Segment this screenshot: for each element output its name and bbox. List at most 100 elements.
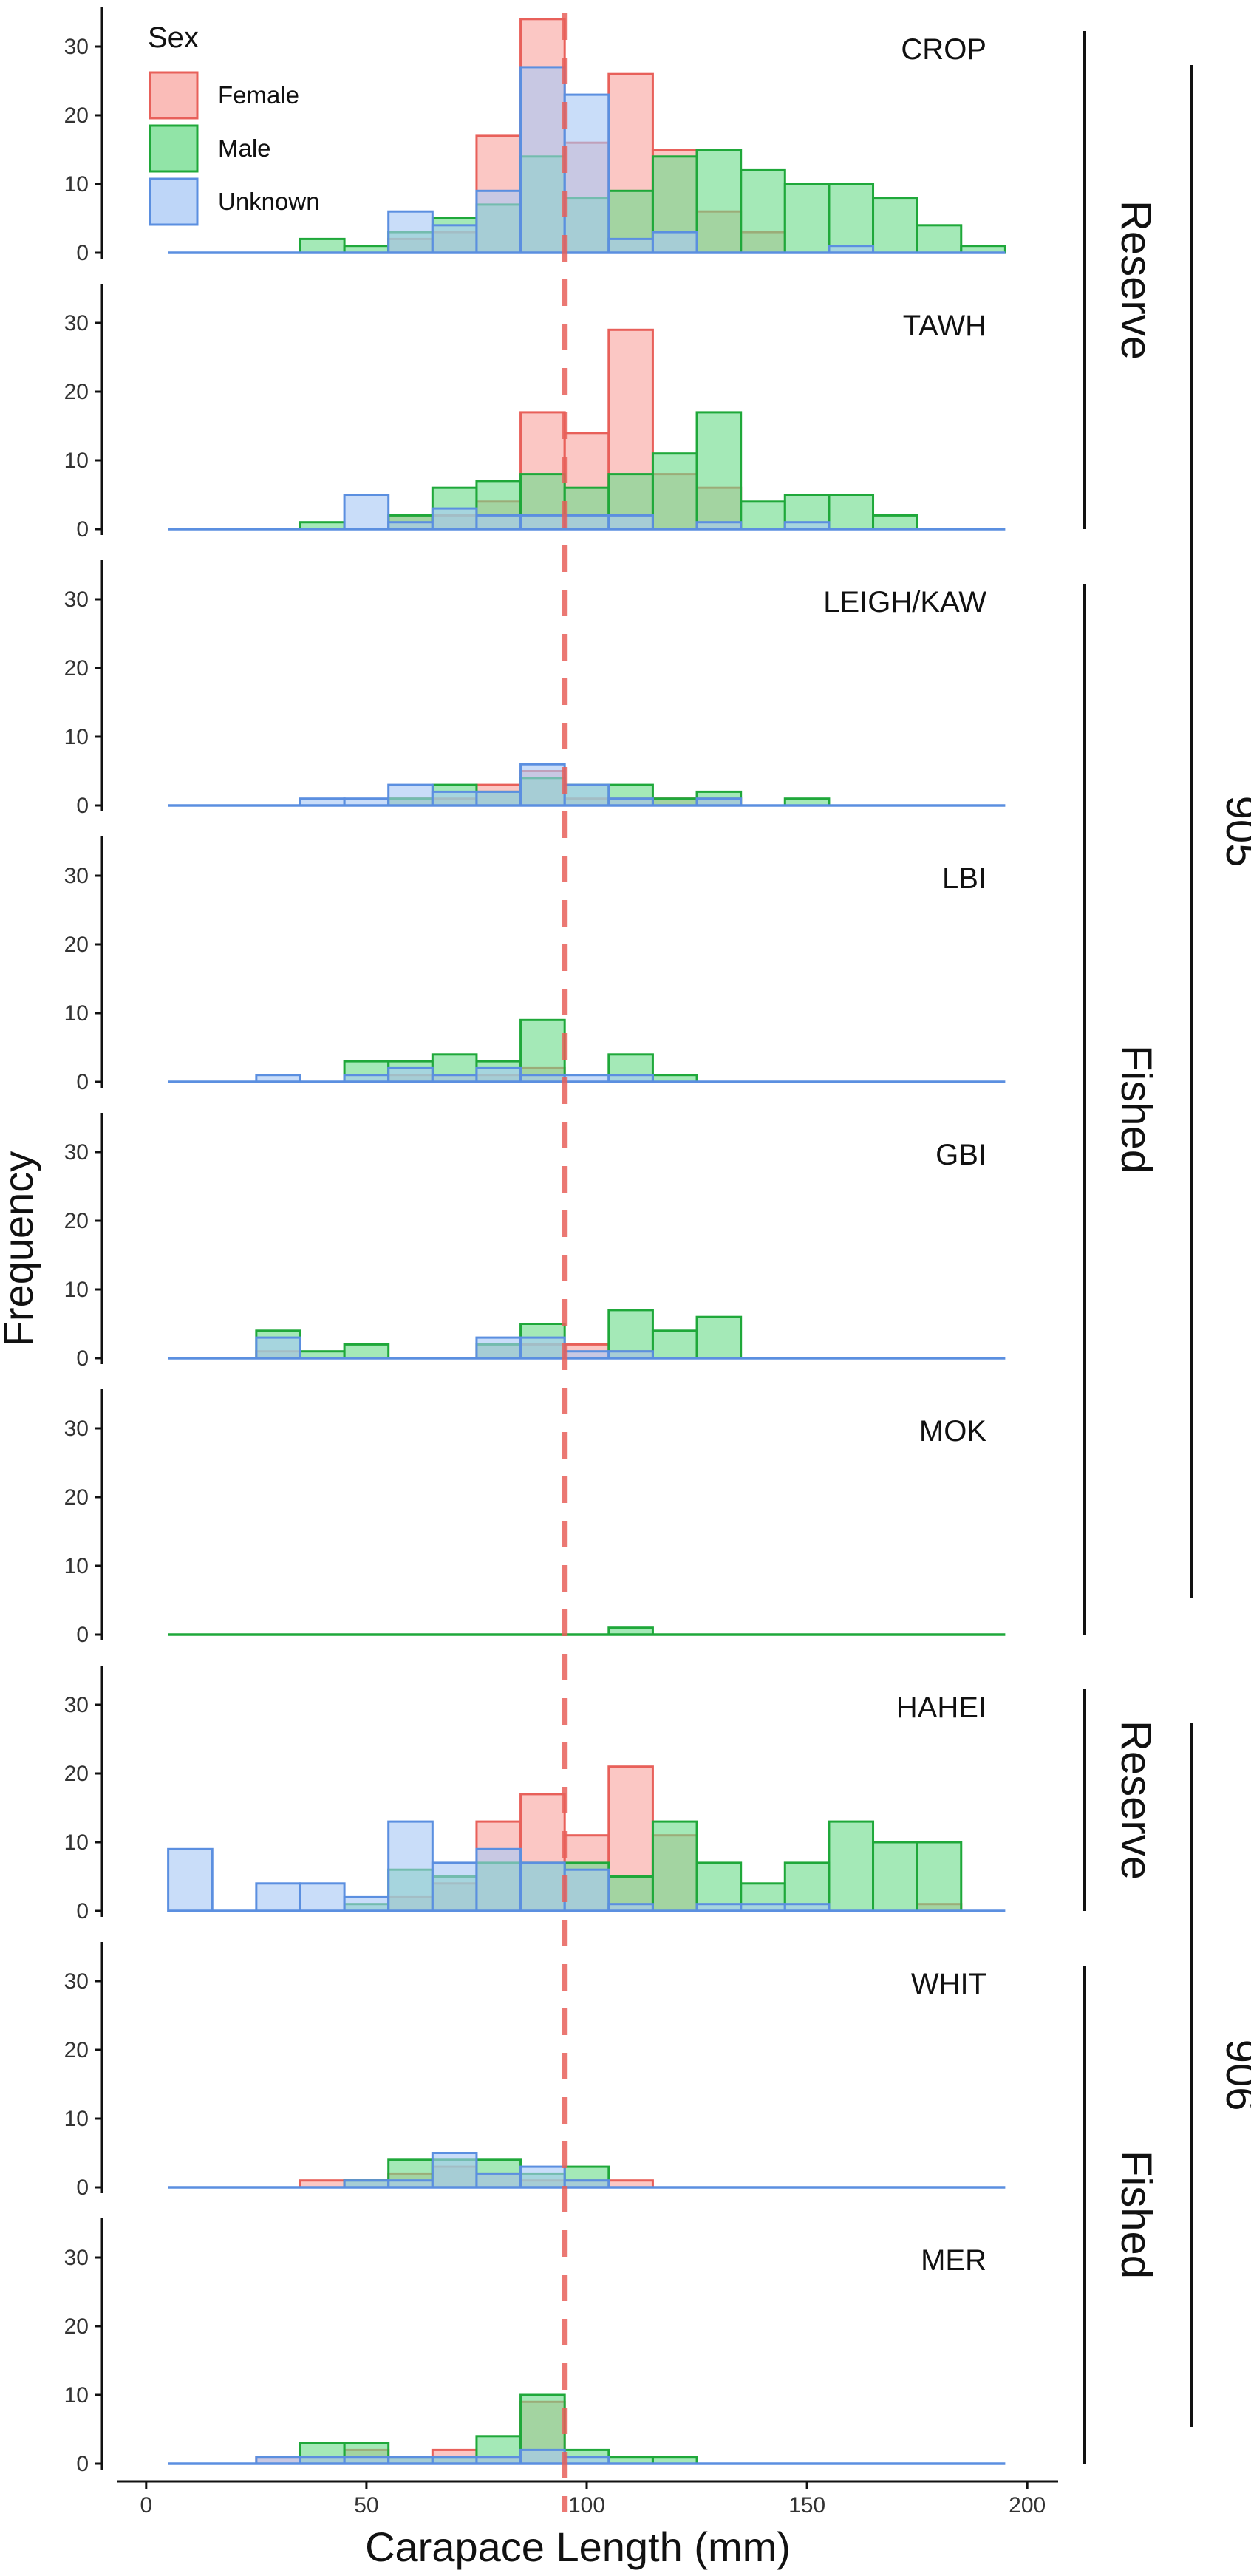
- group-label: Reserve: [1112, 200, 1160, 360]
- unknown-bar: [475, 189, 522, 254]
- site-label: TAWH: [903, 310, 986, 342]
- y-tick-label: 0: [76, 1346, 89, 1371]
- male-bar: [916, 224, 963, 254]
- legend: Sex Female Male Unknown: [148, 21, 320, 226]
- male-bar: [651, 452, 698, 531]
- x-tick-label: 200: [1009, 2493, 1046, 2518]
- unknown-bar: [519, 2448, 566, 2465]
- facet-panel: 0 10 20 30 LBI: [64, 836, 1006, 1094]
- unknown-bar: [475, 514, 522, 531]
- legend-label-unknown: Unknown: [218, 188, 320, 215]
- unknown-bar: [431, 2152, 478, 2189]
- y-tick-label: 10: [64, 725, 89, 749]
- male-bar: [343, 1343, 390, 1360]
- y-tick-label: 10: [64, 172, 89, 197]
- unknown-series: [343, 2152, 610, 2189]
- male-bar: [872, 514, 918, 531]
- facet-panel: 0 10 20 30 HAHEI: [64, 1666, 1006, 1924]
- y-tick-label: 30: [64, 1969, 89, 1994]
- male-bar: [651, 1329, 698, 1360]
- site-label: MOK: [919, 1415, 986, 1448]
- unknown-bar: [519, 514, 566, 531]
- y-tick-label: 0: [76, 517, 89, 542]
- y-tick-label: 0: [76, 1899, 89, 1924]
- y-tick-label: 30: [64, 1417, 89, 1441]
- facet-panel: 0 10 20 30 GBI: [64, 1113, 1006, 1371]
- y-tick-label: 0: [76, 2175, 89, 2200]
- legend-key-female: [149, 71, 199, 120]
- unknown-series: [343, 494, 831, 531]
- group-label: Fished: [1112, 2150, 1160, 2279]
- unknown-bar: [475, 790, 522, 807]
- unknown-bar: [475, 1336, 522, 1360]
- male-bar: [695, 149, 743, 254]
- area-label: 905: [1217, 796, 1251, 868]
- unknown-bar: [387, 210, 434, 254]
- y-tick-label: 0: [76, 2452, 89, 2476]
- y-tick-label: 20: [64, 2314, 89, 2339]
- unknown-bar: [563, 93, 610, 254]
- y-tick-label: 20: [64, 1209, 89, 1233]
- site-label: LBI: [942, 862, 986, 895]
- y-tick-label: 10: [64, 1278, 89, 1302]
- y-tick-label: 10: [64, 2383, 89, 2408]
- legend-label-female: Female: [218, 81, 299, 109]
- facet-panel: 0 10 20 30 TAWH: [64, 284, 1006, 542]
- unknown-series: [387, 66, 875, 254]
- y-tick-label: 10: [64, 1830, 89, 1855]
- male-bar: [783, 183, 831, 254]
- unknown-bar: [431, 224, 478, 254]
- male-bar: [828, 1820, 875, 1912]
- unknown-series: [255, 1336, 654, 1360]
- unknown-bar: [519, 763, 566, 807]
- y-tick-label: 20: [64, 2038, 89, 2062]
- site-label: MER: [921, 2244, 986, 2277]
- y-tick-label: 0: [76, 794, 89, 818]
- group-label: Fished: [1112, 1045, 1160, 1173]
- unknown-bar: [387, 783, 434, 807]
- legend-title: Sex: [148, 21, 199, 54]
- x-axis-title: Carapace Length (mm): [365, 2524, 791, 2570]
- y-tick-label: 0: [76, 241, 89, 265]
- y-tick-label: 30: [64, 2246, 89, 2270]
- y-tick-label: 30: [64, 1693, 89, 1717]
- unknown-bar: [431, 1861, 478, 1912]
- group-label: Reserve: [1112, 1720, 1160, 1880]
- y-tick-label: 20: [64, 1485, 89, 1510]
- y-tick-label: 10: [64, 449, 89, 473]
- unknown-bar: [607, 237, 654, 254]
- y-tick-label: 20: [64, 656, 89, 681]
- male-bar: [695, 411, 743, 531]
- y-tick-label: 10: [64, 1554, 89, 1578]
- unknown-bar: [475, 1847, 522, 1912]
- male-bar: [695, 1315, 743, 1360]
- y-tick-label: 30: [64, 864, 89, 888]
- unknown-bar: [343, 1895, 390, 1912]
- male-bar: [740, 500, 786, 531]
- site-label: CROP: [901, 33, 986, 66]
- unknown-bar: [431, 507, 478, 531]
- facet-panel: 0 10 20 30 MER: [64, 2218, 1006, 2476]
- y-tick-label: 30: [64, 311, 89, 335]
- unknown-bar: [431, 790, 478, 807]
- x-axis: 0 50 100 150 200: [117, 2480, 1058, 2518]
- male-bar: [519, 1018, 566, 1083]
- y-tick-label: 10: [64, 1001, 89, 1026]
- unknown-bar: [563, 783, 610, 807]
- legend-key-male: [149, 124, 199, 173]
- facet-panel: 0 10 20 30 MOK: [64, 1389, 1006, 1647]
- y-tick-label: 10: [64, 2107, 89, 2131]
- male-bar: [299, 237, 346, 254]
- y-axis-title: Frequency: [0, 1151, 41, 1347]
- unknown-bar: [387, 1820, 434, 1912]
- unknown-bar: [343, 494, 390, 531]
- unknown-bar: [387, 1066, 434, 1083]
- y-tick-label: 20: [64, 380, 89, 404]
- unknown-bar: [255, 1336, 301, 1360]
- male-bar: [916, 1841, 963, 1912]
- male-bar: [651, 1820, 698, 1912]
- unknown-bar: [167, 1847, 214, 1912]
- male-bar: [828, 183, 875, 254]
- x-tick-label: 50: [354, 2493, 378, 2518]
- legend-key-unknown: [149, 177, 199, 226]
